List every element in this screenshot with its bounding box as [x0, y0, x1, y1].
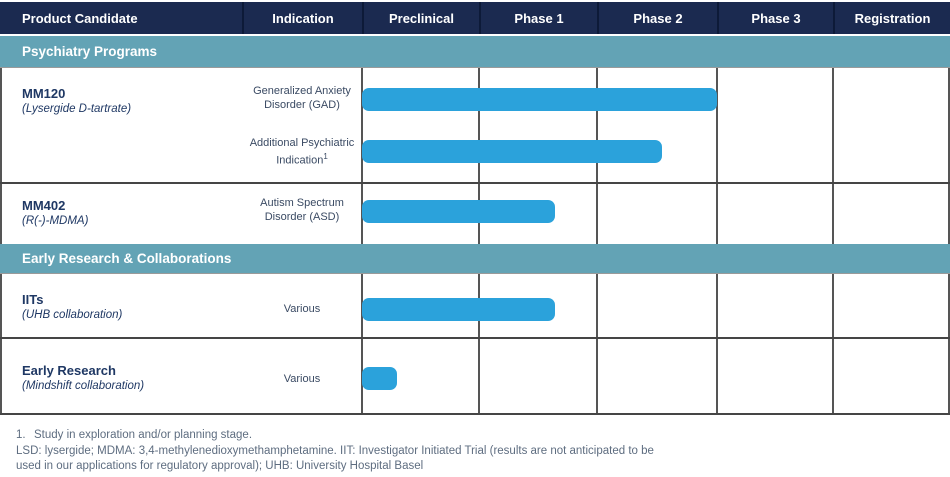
product-subtitle: (Lysergide D-tartrate)	[22, 103, 132, 115]
progress-bar-iits	[362, 298, 555, 321]
footnote-1-text: Study in exploration and/or planning sta…	[34, 429, 253, 441]
gridline-registration-start	[832, 274, 834, 415]
column-header-phase-2: Phase 2	[597, 2, 717, 34]
indication-line: Disorder (ASD)	[264, 211, 340, 223]
section-header-psychiatry-programs: Psychiatry Programs	[0, 36, 950, 68]
indication-additional-psychiatric: Additional Psychiatric Indication1	[242, 136, 362, 168]
row-divider-iits-early-research	[0, 337, 950, 339]
product-early-research: Early Research (Mindshift collaboration)	[22, 363, 237, 394]
footnote-1-marker: 1.	[16, 429, 26, 441]
column-header-phase-3: Phase 3	[717, 2, 833, 34]
column-header-registration: Registration	[833, 2, 950, 34]
gridline-phase3-start	[716, 68, 718, 244]
grid-left-border	[0, 68, 2, 244]
product-subtitle: (R(-)-MDMA)	[22, 215, 89, 227]
progress-bar-mm402-asd	[362, 200, 555, 223]
table-bottom-border	[0, 413, 950, 415]
product-mm402: MM402 (R(-)-MDMA)	[22, 198, 237, 229]
column-header-product-candidate: Product Candidate	[22, 10, 138, 26]
grid-block-lower	[0, 274, 950, 415]
indication-line: Disorder (GAD)	[264, 99, 340, 111]
column-header-indication: Indication	[242, 2, 362, 34]
column-header-phase-1: Phase 1	[479, 2, 597, 34]
footnote-abbreviations-line-1: LSD: lysergide; MDMA: 3,4-methylenedioxy…	[16, 444, 654, 457]
gridline-preclinical-start	[361, 274, 363, 415]
product-name: Early Research	[22, 363, 116, 378]
column-header-preclinical: Preclinical	[362, 2, 479, 34]
progress-bar-early-research	[362, 367, 397, 390]
section-header-early-research: Early Research & Collaborations	[0, 244, 950, 274]
indication-line: Autism Spectrum	[260, 197, 344, 209]
indication-early-research-various: Various	[242, 372, 362, 386]
gridline-phase1-start	[478, 274, 480, 415]
grid-left-border	[0, 274, 2, 415]
table-header: Product Candidate Indication Preclinical…	[0, 2, 950, 34]
product-iits: IITs (UHB collaboration)	[22, 292, 237, 323]
indication-iits-various: Various	[242, 302, 362, 316]
indication-line: Additional Psychiatric	[249, 137, 355, 149]
footnote-reference: 1	[323, 152, 328, 161]
product-name: IITs	[22, 292, 44, 307]
footnote-1: 1. Study in exploration and/or planning …	[16, 428, 936, 444]
grid-right-border	[948, 68, 950, 244]
product-mm120: MM120 (Lysergide D-tartrate)	[22, 86, 237, 117]
gridline-preclinical-start	[361, 68, 363, 244]
gridline-phase3-start	[716, 274, 718, 415]
footnotes: 1. Study in exploration and/or planning …	[16, 428, 936, 475]
indication-line: Various	[283, 303, 321, 315]
progress-bar-mm120-additional	[362, 140, 662, 163]
indication-line: Various	[283, 373, 321, 385]
gridline-phase2-start	[596, 274, 598, 415]
row-divider-mm120-mm402	[0, 182, 950, 184]
product-subtitle: (Mindshift collaboration)	[22, 380, 145, 392]
gridline-registration-start	[832, 68, 834, 244]
grid-right-border	[948, 274, 950, 415]
product-subtitle: (UHB collaboration)	[22, 309, 123, 321]
indication-line: Generalized Anxiety	[253, 85, 351, 97]
indication-asd: Autism Spectrum Disorder (ASD)	[242, 196, 362, 224]
indication-gad: Generalized Anxiety Disorder (GAD)	[242, 84, 362, 112]
indication-text: Indication	[276, 154, 324, 167]
footnote-abbreviations-line-2: used in our applications for regulatory …	[16, 460, 424, 472]
indication-line: Indication1	[242, 150, 362, 168]
product-name: MM402	[22, 198, 66, 213]
progress-bar-mm120-gad	[362, 88, 717, 111]
product-name: MM120	[22, 86, 66, 101]
